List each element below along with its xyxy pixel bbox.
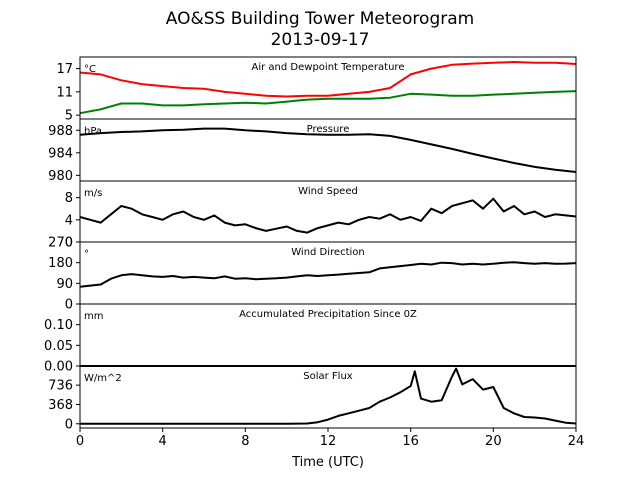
x-tick-label-6: 24 [568,434,585,449]
x-tick-label-4: 16 [402,434,419,449]
pressure-y-tick-label-1: 984 [48,146,73,161]
pressure-y-tick-label-2: 988 [48,124,73,139]
solar-flux-series-line-0 [80,367,577,425]
precipitation-y-tick-label-0: 0.00 [44,360,73,375]
wind-speed-y-tick-label-2: 8 [65,191,73,206]
wind-direction-y-tick-label-3: 270 [48,236,73,251]
temperature-series-line-0 [79,61,577,98]
solar-flux-y-tick-label-2: 736 [48,379,73,394]
wind-speed-panel-title: Wind Speed [298,186,358,197]
x-axis: 0 4 8 12 16 20 24 [76,428,584,449]
chart-subtitle: 2013-09-17 [271,30,370,50]
panel-precipitation: 0.00 0.05 0.10 Accumulated Precipitation Si… [44,303,577,375]
temperature-y-tick-label-1: 11 [56,85,73,100]
panel-pressure: 980 984 988 Pressure hPa [48,118,577,184]
panel-solar-flux: 0 368 736 Solar Flux W/m^2 [48,365,577,432]
wind-speed-unit-label: m/s [84,188,102,199]
pressure-y-tick-label-0: 980 [48,169,73,184]
pressure-unit-label: hPa [84,126,102,137]
temperature-y-tick-label-2: 17 [56,62,73,77]
wind-direction-y-tick-label-2: 180 [48,256,73,271]
solar-flux-unit-label: W/m^2 [84,373,122,384]
wind-direction-y-tick-label-0: 0 [65,298,73,313]
precipitation-y-tick-label-2: 0.10 [44,318,73,333]
x-tick-label-1: 4 [159,434,167,449]
wind-speed-y-tick-label-0: 0 [65,236,73,251]
wind-speed-y-tick-label-1: 4 [65,213,73,228]
solar-flux-y-tick-label-1: 368 [48,398,73,413]
temperature-y-tick-label-0: 5 [65,109,73,124]
precipitation-y-tick-label-1: 0.05 [44,339,73,354]
wind-speed-series-line-0 [79,197,577,234]
temperature-unit-label: °C [84,64,96,75]
x-tick-label-2: 8 [241,434,249,449]
solar-flux-y-tick-label-0: 0 [65,417,73,432]
x-tick-label-5: 20 [485,434,502,449]
wind-direction-y-tick-label-1: 90 [56,277,73,292]
x-tick-label-0: 0 [76,434,84,449]
pressure-series-line-0 [79,127,577,173]
x-axis-label: Time (UTC) [291,455,364,470]
panel-wind-speed: 0 4 8 Wind Speed m/s [65,180,577,251]
x-tick-label-3: 12 [320,434,337,449]
wind-direction-series-line-0 [79,261,577,288]
solar-flux-panel-title: Solar Flux [303,371,353,382]
wind-direction-unit-label: ° [84,249,89,260]
temperature-panel-title: Air and Dewpoint Temperature [252,62,405,73]
wind-direction-panel-title: Wind Direction [291,247,365,258]
precipitation-panel-title: Accumulated Precipitation Since 0Z [239,309,417,320]
chart-title: AO&SS Building Tower Meteorogram [166,9,474,29]
temperature-series-line-1 [79,90,577,115]
precipitation-unit-label: mm [84,311,103,322]
pressure-panel-title: Pressure [307,124,350,135]
panel-temperature: 5 11 17 Air and Dewpoint Temperature °C [56,56,577,124]
panel-wind-direction: 0 90 180 270 Wind Direction ° [48,236,577,313]
